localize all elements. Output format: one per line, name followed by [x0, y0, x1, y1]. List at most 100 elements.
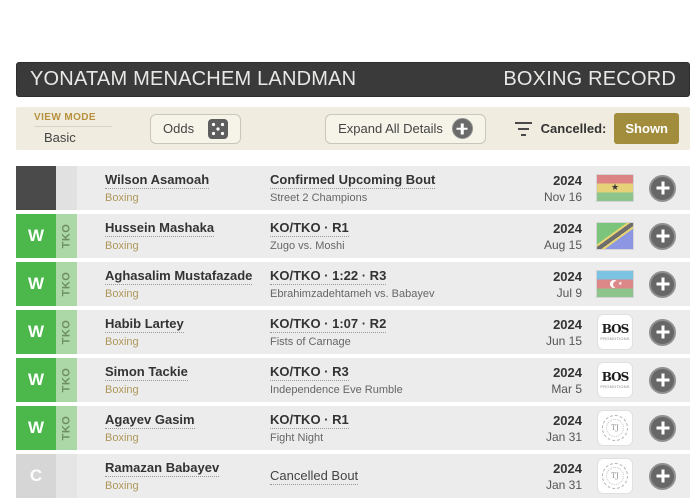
result-method-label: TKO [60, 223, 73, 249]
expand-bout-button[interactable] [649, 318, 676, 346]
bout-outcome-link[interactable]: KO/TKO · 1:22 · R3 [270, 268, 387, 285]
opponent-link[interactable]: Aghasalim Mustafazade [105, 268, 253, 285]
promoter-logo-bos: BOS PROMOTIONS [598, 363, 632, 397]
dice-5-icon [208, 118, 229, 139]
result-method-label: TKO [60, 415, 73, 441]
sport-label: Boxing [105, 432, 139, 444]
promoter-logo-subtext: PROMOTIONS [600, 384, 630, 389]
expand-all-details-button[interactable]: Expand All Details [325, 113, 486, 144]
opponent-link[interactable]: Wilson Asamoah [105, 172, 210, 189]
promoter-logo-subtext: PROMOTIONS [600, 336, 630, 341]
bout-date: Mar 5 [551, 381, 582, 396]
opponent-link[interactable]: Simon Tackie [105, 364, 188, 381]
bout-row[interactable]: W TKO Simon Tackie Boxing KO/TKO · R3 In… [16, 358, 690, 402]
event-name: Ebrahimzadehtameh vs. Babayev [270, 288, 435, 300]
result-method-strip: TKO [56, 406, 77, 450]
sport-label: Boxing [105, 336, 139, 348]
sport-label: Boxing [105, 480, 139, 492]
event-name: Street 2 Champions [270, 192, 368, 204]
view-mode-block: VIEW MODE Basic [34, 112, 134, 145]
result-method-strip [56, 454, 77, 498]
promoter-logo-text: TJ [611, 472, 619, 480]
plus-circle-icon [451, 118, 473, 139]
expand-bout-button[interactable] [649, 366, 676, 394]
expand-bout-button[interactable] [649, 414, 676, 442]
result-method-label: TKO [60, 367, 73, 393]
bout-list: Wilson Asamoah Boxing Confirmed Upcoming… [16, 166, 690, 498]
bout-row[interactable]: W TKO Habib Lartey Boxing KO/TKO · 1:07 … [16, 310, 690, 354]
bout-date: Jan 31 [545, 477, 582, 492]
result-letter-box: W [16, 406, 56, 450]
event-name: Fists of Carnage [270, 336, 351, 348]
sport-label: Boxing [105, 288, 139, 300]
event-name: Fight Night [270, 432, 324, 444]
record-header-bar: YONATAM MENACHEM LANDMAN BOXING RECORD [16, 62, 690, 97]
flag-azerbaijan-icon: ★ [597, 271, 633, 297]
result-method-strip: TKO [56, 310, 77, 354]
bout-row[interactable]: C Ramazan Babayev Boxing Cancelled Bout … [16, 454, 690, 498]
bout-year: 2024 [553, 220, 582, 236]
result-method-strip [56, 166, 77, 210]
odds-button[interactable]: Odds [150, 113, 242, 144]
view-mode-label: VIEW MODE [34, 112, 96, 123]
opponent-link[interactable]: Habib Lartey [105, 316, 184, 333]
promoter-logo-text: BOS [601, 322, 630, 336]
flag-ghana-icon [597, 175, 633, 201]
filter-lines-icon [514, 120, 532, 138]
result-letter-box [16, 166, 56, 210]
expand-bout-button[interactable] [649, 462, 676, 490]
event-name: Independence Eve Rumble [270, 384, 403, 396]
promoter-logo-tj-emblem: TJ [598, 459, 632, 493]
result-letter-box: W [16, 358, 56, 402]
result-method-label: TKO [60, 271, 73, 297]
result-method-label: TKO [60, 319, 73, 345]
sport-label: Boxing [105, 240, 139, 252]
bout-year: 2024 [553, 316, 582, 332]
bout-date: Jun 15 [545, 333, 582, 348]
bout-year: 2024 [553, 364, 582, 380]
bout-year: 2024 [553, 460, 582, 476]
result-letter-box: W [16, 262, 56, 306]
expand-all-details-label: Expand All Details [338, 121, 443, 136]
bout-outcome-link[interactable]: KO/TKO · R1 [270, 220, 349, 237]
cancelled-filter-label: Cancelled: [540, 121, 607, 136]
promoter-logo-text: BOS [601, 370, 630, 384]
cancelled-shown-toggle[interactable]: Shown [614, 113, 679, 144]
bout-outcome-link[interactable]: KO/TKO · R3 [270, 364, 349, 381]
result-letter-box: C [16, 454, 56, 498]
bout-date: Nov 16 [543, 189, 582, 204]
bout-date: Jul 9 [556, 285, 582, 300]
bout-row[interactable]: W TKO Hussein Mashaka Boxing KO/TKO · R1… [16, 214, 690, 258]
expand-bout-button[interactable] [649, 270, 676, 298]
result-letter-box: W [16, 214, 56, 258]
boxing-record-title: BOXING RECORD [503, 68, 676, 90]
event-name: Zugo vs. Moshi [270, 240, 345, 252]
sport-label: Boxing [105, 384, 139, 396]
opponent-link[interactable]: Hussein Mashaka [105, 220, 215, 237]
odds-button-label: Odds [163, 121, 195, 136]
result-method-strip: TKO [56, 214, 77, 258]
promoter-logo-text: TJ [611, 424, 619, 432]
view-mode-selector[interactable]: Basic [44, 130, 76, 145]
boxer-name-title: YONATAM MENACHEM LANDMAN [30, 68, 357, 90]
bout-outcome-link[interactable]: Confirmed Upcoming Bout [270, 172, 436, 189]
bout-date: Aug 15 [543, 237, 582, 252]
bout-outcome-link[interactable]: Cancelled Bout [270, 467, 359, 485]
opponent-link[interactable]: Ramazan Babayev [105, 460, 220, 477]
bout-date: Jan 31 [545, 429, 582, 444]
bout-row[interactable]: W TKO Agayev Gasim Boxing KO/TKO · R1 Fi… [16, 406, 690, 450]
result-method-strip: TKO [56, 262, 77, 306]
bout-row[interactable]: W TKO Aghasalim Mustafazade Boxing KO/TK… [16, 262, 690, 306]
bout-year: 2024 [553, 268, 582, 284]
expand-bout-button[interactable] [649, 174, 676, 202]
bout-year: 2024 [553, 412, 582, 428]
flag-tanzania-icon [597, 223, 633, 249]
promoter-logo-bos: BOS PROMOTIONS [598, 315, 632, 349]
expand-bout-button[interactable] [649, 222, 676, 250]
bout-row[interactable]: Wilson Asamoah Boxing Confirmed Upcoming… [16, 166, 690, 210]
bout-outcome-link[interactable]: KO/TKO · 1:07 · R2 [270, 316, 387, 333]
bout-outcome-link[interactable]: KO/TKO · R1 [270, 412, 349, 429]
record-toolbar: VIEW MODE Basic Odds Expand All Details … [16, 107, 690, 150]
result-letter-box: W [16, 310, 56, 354]
opponent-link[interactable]: Agayev Gasim [105, 412, 195, 429]
